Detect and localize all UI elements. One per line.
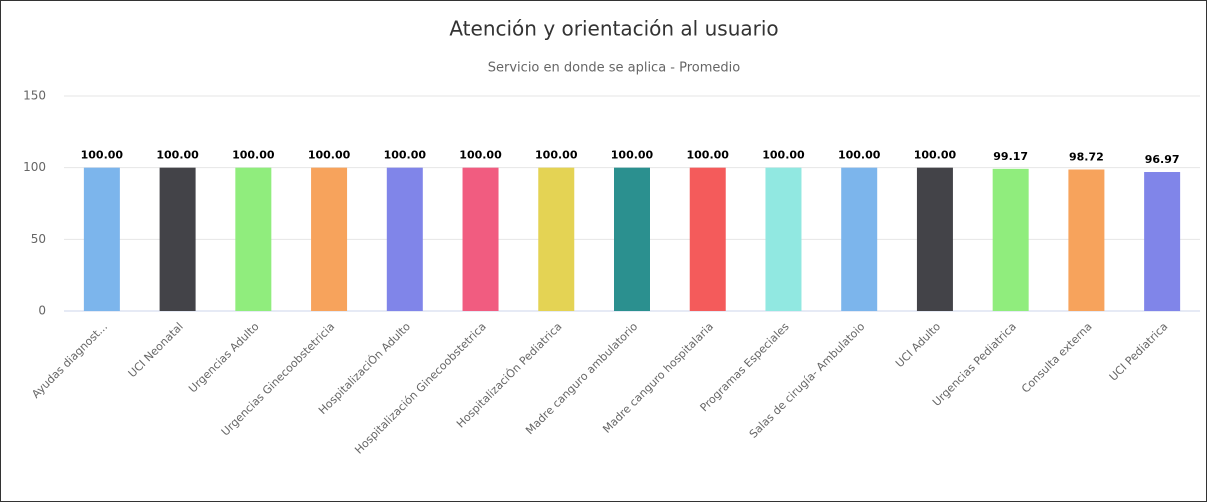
data-label: 100.00 xyxy=(838,149,881,162)
data-label: 100.00 xyxy=(762,149,805,162)
data-label: 99.17 xyxy=(993,150,1028,163)
data-label: 98.72 xyxy=(1069,151,1104,164)
bar xyxy=(159,167,196,311)
bar xyxy=(841,167,878,311)
bar xyxy=(992,168,1029,311)
data-label: 100.00 xyxy=(914,149,957,162)
y-tick-label: 150 xyxy=(23,89,46,103)
data-label: 100.00 xyxy=(232,149,275,162)
bar xyxy=(689,167,726,311)
data-label: 100.00 xyxy=(81,149,124,162)
bar xyxy=(765,167,802,311)
bar xyxy=(462,167,499,311)
data-label: 100.00 xyxy=(459,149,502,162)
bar xyxy=(916,167,953,311)
data-label: 96.97 xyxy=(1145,153,1180,166)
bar xyxy=(235,167,272,311)
bar xyxy=(538,167,575,311)
data-label: 100.00 xyxy=(156,149,199,162)
data-label: 100.00 xyxy=(384,149,427,162)
chart-title: Atención y orientación al usuario xyxy=(449,17,778,41)
chart-subtitle: Servicio en donde se aplica - Promedio xyxy=(488,61,741,76)
data-label: 100.00 xyxy=(308,149,351,162)
y-tick-label: 0 xyxy=(38,304,46,318)
bar xyxy=(386,167,423,311)
bar xyxy=(311,167,348,311)
data-label: 100.00 xyxy=(535,149,578,162)
y-tick-label: 50 xyxy=(31,232,46,246)
y-tick-label: 100 xyxy=(23,160,46,174)
bar xyxy=(614,167,650,311)
data-label: 100.00 xyxy=(687,149,730,162)
bar xyxy=(83,167,120,311)
data-label: 100.00 xyxy=(611,149,654,162)
bar xyxy=(1068,169,1105,311)
bar xyxy=(1144,172,1181,311)
